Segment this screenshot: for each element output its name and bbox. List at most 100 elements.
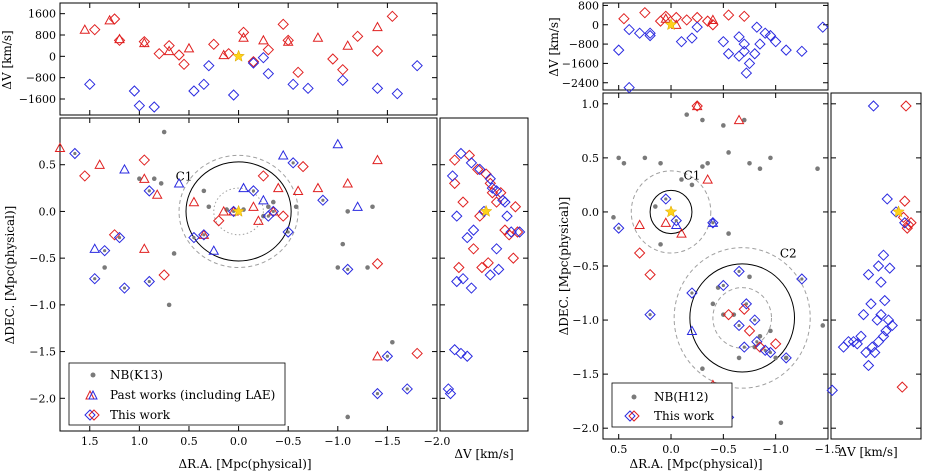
k13-top-this-work-point [218, 49, 230, 60]
k13-main-nb-point [201, 188, 207, 194]
h12-main-nb-point [721, 123, 726, 128]
k13-top-past-point [351, 30, 364, 43]
h12-top-past-point [618, 13, 630, 25]
k13-top-this-work-point [163, 45, 175, 56]
k13-main-past-point [342, 177, 354, 188]
h12-top-this-work-point [644, 29, 656, 42]
k13-top-this-work-point [114, 33, 125, 44]
h12-main-this-work-point-core [784, 356, 788, 360]
k13-main-past-point [248, 201, 259, 211]
h12-main-this-work-point [722, 308, 735, 321]
k13-main-this-work-point-core [346, 267, 350, 271]
h12-main-past-point [634, 219, 645, 230]
k13-main-xtick-label: −1.0 [324, 435, 351, 448]
h12-top-this-work-point [738, 45, 750, 58]
k13-main-nb-point [158, 181, 164, 186]
k13-legend-past-label: Past works (including LAE) [110, 388, 275, 402]
k13-side-this-work-point [486, 182, 499, 194]
h12-main-nb-point [747, 274, 752, 280]
h12-main-this-work-point [670, 214, 682, 227]
k13-main-this-work-point [198, 229, 210, 241]
k13-legend: NB(K13) Past works (including LAE) This … [68, 362, 286, 426]
h12-main-this-work-point [707, 217, 719, 229]
h12-main-nb-point [616, 155, 621, 161]
h12-main-nb-point [757, 333, 763, 339]
h12-main-nb-point [757, 166, 763, 171]
h12-top-this-work-point [780, 44, 792, 56]
h12-main-this-work-point-core [674, 218, 678, 223]
k13-main-this-work-point [277, 210, 289, 222]
k13-top-this-work-point [84, 78, 96, 91]
h12-legend-nb-label: NB(H12) [654, 390, 708, 404]
h12-side-this-work-point [875, 276, 887, 288]
k13-top-past-point [163, 39, 175, 52]
h12-main-this-work-point-core [648, 313, 652, 317]
h12-side-this-work-point [857, 308, 870, 321]
h12-side-past-point [899, 195, 911, 207]
h12-top-ytick-label: −1600 [562, 57, 599, 70]
h12-top-past-point [681, 14, 693, 26]
k13-side-this-work-point [465, 282, 478, 294]
k13-main-nb-point [166, 302, 172, 308]
h12-top-this-work-point [817, 21, 829, 33]
k13-side-this-work-point [455, 147, 467, 160]
k13-side-this-work-point [461, 231, 473, 244]
k13-main-xtick-label: 0.5 [180, 435, 198, 448]
k13-region-circle [185, 161, 292, 262]
h12-side-past-point [900, 100, 912, 112]
k13-main-this-work-point [188, 231, 200, 244]
h12-top-this-work-point [769, 35, 782, 48]
k13-main-xtick-label: 1.5 [81, 435, 99, 448]
h12-top-this-work-point [644, 27, 656, 39]
k13-main-this-work-point-core [147, 189, 151, 193]
h12-top-this-work-point [686, 32, 698, 44]
k13-legend-past-marker-blue [88, 389, 98, 400]
k13-side-this-work-point [465, 157, 478, 169]
k13-main-xtick-label: −1.5 [374, 435, 401, 448]
h12-main-ytick-label: 0.0 [582, 206, 600, 219]
k13-main-ytick-label: 0.5 [39, 159, 57, 172]
k13-main-this-work-point [143, 185, 155, 197]
k13-top-ytick-label: −1600 [19, 93, 56, 106]
h12-side-this-work-point [884, 262, 896, 274]
h12-top-this-work-point [722, 48, 735, 60]
k13-main-this-work-point-core [117, 235, 122, 240]
k13-main-this-work-point [411, 347, 423, 360]
h12-main-past-point [733, 114, 745, 125]
k13-top-this-work-point [238, 32, 249, 42]
k13-side-past-point [448, 154, 461, 166]
h12-side-xlabel: ΔV [km/s] [838, 445, 897, 459]
h12-main-ytick-label: 0.5 [582, 152, 600, 165]
h12-main-nb-point [611, 215, 616, 220]
h12-main-this-work-point [686, 287, 698, 299]
h12-main-nb-point [715, 285, 721, 290]
h12-side-this-work-point [880, 325, 892, 337]
h12-side-this-work-point [869, 346, 881, 359]
k13-top-this-work-point [203, 59, 215, 72]
k13-top-this-work-point [342, 40, 354, 50]
k13-top-frame [59, 2, 438, 116]
k13-main-this-work-point [98, 244, 111, 257]
h12-main-this-work-point-core [737, 323, 741, 328]
k13-side-past-point [509, 201, 522, 213]
h12-main-nb-point [658, 242, 663, 247]
h12-top-past-point [722, 9, 735, 21]
h12-top-ytick-label: 0 [592, 19, 599, 32]
k13-main-ytick-label: −2.0 [29, 392, 56, 405]
k13-main-nb-point [266, 204, 271, 210]
k13-top-this-work-point [138, 37, 150, 48]
h12-top-this-work-point [764, 29, 777, 42]
k13-main-this-work-point [317, 194, 329, 206]
k13-main-nb-point [340, 241, 346, 247]
k13-region-circle [178, 154, 299, 268]
h12-main-nb-point [726, 150, 731, 155]
h12-top-this-work-point [660, 13, 672, 23]
k13-side-this-work-point [513, 226, 526, 238]
k13-side-this-work-point [451, 210, 463, 222]
h12-top-past-point [691, 11, 703, 24]
k13-main-nb-point [171, 251, 177, 256]
h12-side-this-work-point [899, 217, 911, 229]
k13-top-this-work-point [411, 59, 423, 72]
h12-side-this-work-point [871, 314, 883, 326]
h12-main-xtick-label: −0.5 [710, 443, 737, 456]
